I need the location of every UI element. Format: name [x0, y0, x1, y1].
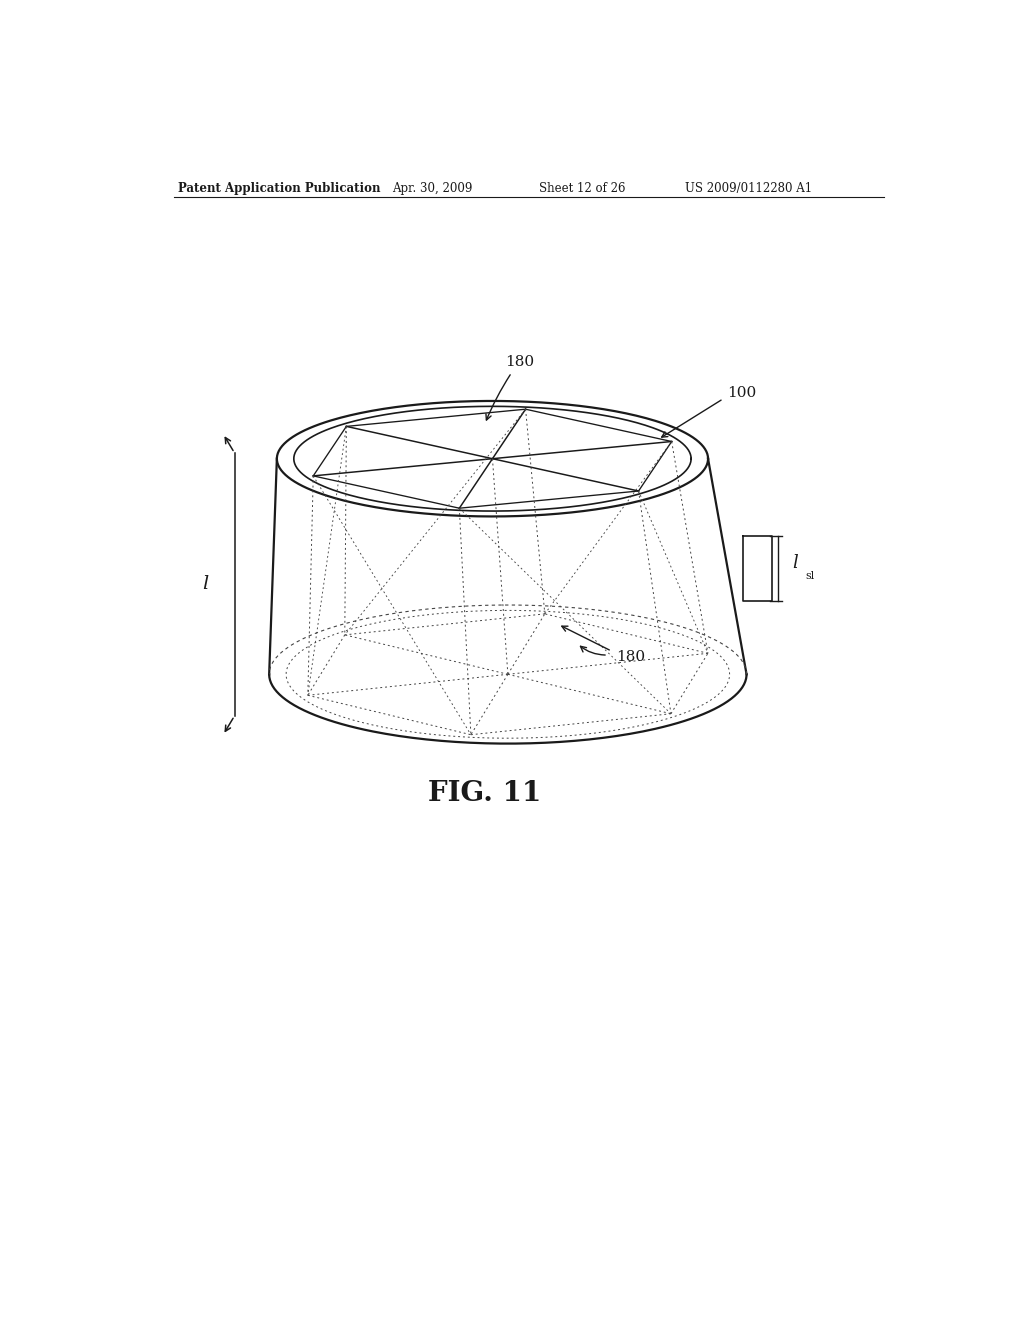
Text: l: l	[792, 554, 798, 572]
Text: Apr. 30, 2009: Apr. 30, 2009	[392, 182, 473, 194]
Text: FIG. 11: FIG. 11	[428, 780, 542, 807]
Text: sl: sl	[806, 572, 815, 581]
Text: l: l	[202, 576, 208, 594]
Text: 100: 100	[727, 387, 757, 400]
Text: Patent Application Publication: Patent Application Publication	[178, 182, 381, 194]
Text: US 2009/0112280 A1: US 2009/0112280 A1	[685, 182, 812, 194]
Text: 180: 180	[505, 355, 534, 370]
Text: Sheet 12 of 26: Sheet 12 of 26	[539, 182, 626, 194]
Text: 180: 180	[616, 651, 645, 664]
